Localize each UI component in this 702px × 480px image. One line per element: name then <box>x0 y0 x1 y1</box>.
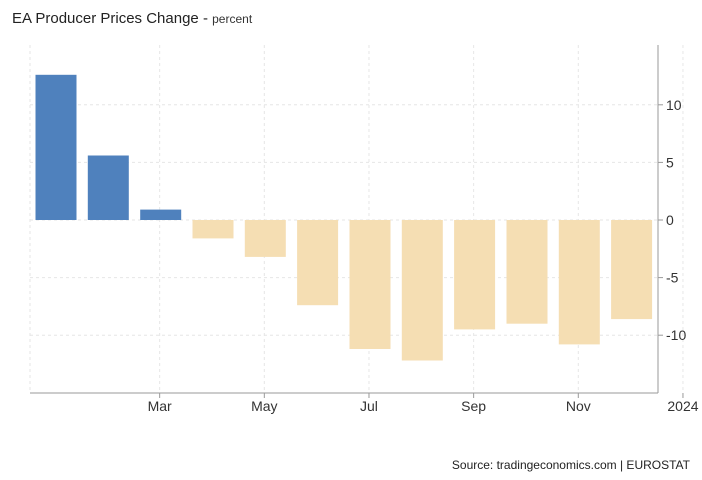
y-tick-label: -10 <box>666 327 686 343</box>
chart-title: EA Producer Prices Change - percent <box>12 10 253 27</box>
source-credit: Source: tradingeconomics.com | EUROSTAT <box>451 458 690 472</box>
bar-jun-2023 <box>297 220 339 306</box>
bar-mar-2023 <box>140 209 182 220</box>
axes <box>30 45 684 398</box>
bar-oct-2023 <box>506 220 548 324</box>
bar-aug-2023 <box>401 220 443 361</box>
x-tick-label: Sep <box>461 398 486 414</box>
bar-apr-2023 <box>192 220 234 239</box>
y-tick-label: 5 <box>666 154 674 170</box>
tick-labels: 10 5 0 -5 -10 Mar May Jul Sep Nov 2024 <box>148 97 699 414</box>
chart-title-text: EA Producer Prices Change <box>12 10 199 27</box>
x-tick-label: May <box>251 398 277 414</box>
bar-feb-2023 <box>87 155 129 220</box>
bar-nov-2023 <box>558 220 600 345</box>
chart-subtitle: percent <box>212 12 253 26</box>
x-tick-label: Mar <box>148 398 172 414</box>
grid-lines <box>29 45 684 393</box>
x-tick-label: Nov <box>566 398 591 414</box>
x-tick-label: 2024 <box>667 398 698 414</box>
y-tick-label: -5 <box>666 270 679 286</box>
bars <box>35 74 653 361</box>
bar-jan-2023 <box>35 74 77 220</box>
bar-may-2023 <box>244 220 286 257</box>
bar-sep-2023 <box>454 220 496 330</box>
y-tick-label: 0 <box>666 212 674 228</box>
y-tick-label: 10 <box>666 97 682 113</box>
bar-jul-2023 <box>349 220 391 349</box>
bar-dec-2023 <box>611 220 653 320</box>
x-tick-label: Jul <box>360 398 378 414</box>
